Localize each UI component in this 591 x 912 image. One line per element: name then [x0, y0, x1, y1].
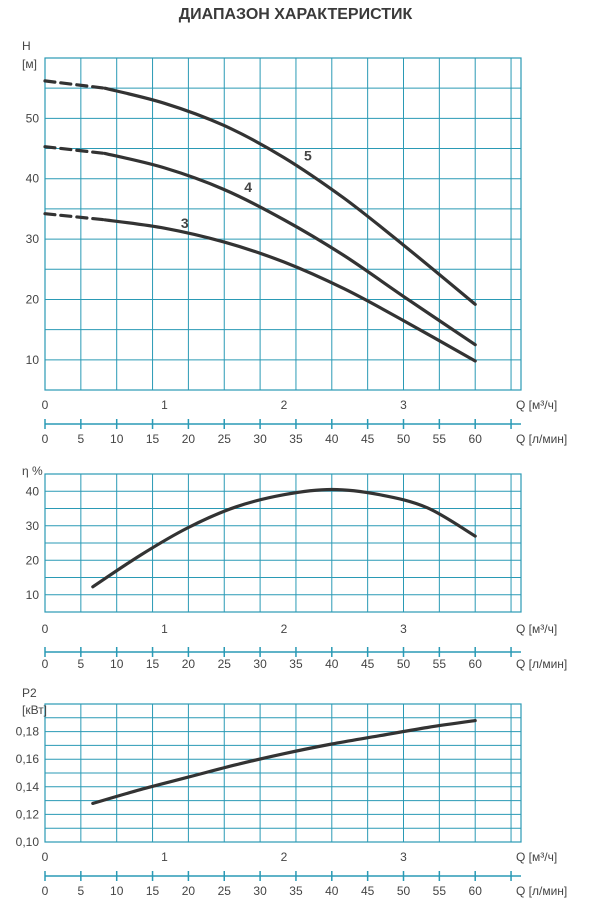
- x-tick-label-m3h: 3: [400, 622, 407, 636]
- curve-head-4: [103, 151, 477, 347]
- x-tick-label-lmin: 10: [110, 432, 124, 446]
- y-tick-label: 0,18: [16, 725, 40, 739]
- x-tick-label-lmin: 5: [78, 884, 85, 898]
- y-tick-label: 0,10: [16, 835, 40, 849]
- curve-label-4: 4: [244, 179, 252, 195]
- x-tick-label-lmin: 60: [469, 657, 483, 671]
- x-axis-label-m3h: Q [м³/ч]: [516, 398, 557, 412]
- x-tick-label-lmin: 0: [42, 432, 49, 446]
- x-tick-label-m3h: 2: [281, 398, 288, 412]
- x-tick-label-lmin: 50: [397, 432, 411, 446]
- x-tick-label-lmin: 45: [361, 432, 375, 446]
- y-tick-label: 10: [26, 353, 40, 367]
- x-tick-label-lmin: 0: [42, 884, 49, 898]
- x-tick-label-lmin: 55: [433, 884, 447, 898]
- x-tick-label-lmin: 15: [146, 884, 160, 898]
- x-tick-label-m3h: 1: [161, 398, 168, 412]
- x-tick-label-lmin: 15: [146, 432, 160, 446]
- y-axis-label: [кВт]: [22, 703, 47, 717]
- y-tick-label: 30: [26, 232, 40, 246]
- y-tick-label: 0,14: [16, 780, 40, 794]
- y-tick-label: 30: [26, 519, 40, 533]
- x-axis-label-lmin: Q [л/мин]: [516, 657, 567, 671]
- x-tick-label-lmin: 60: [469, 884, 483, 898]
- x-tick-label-lmin: 20: [182, 432, 196, 446]
- x-axis-label-lmin: Q [л/мин]: [516, 432, 567, 446]
- x-tick-label-lmin: 15: [146, 657, 160, 671]
- plot-frame: [44, 57, 522, 391]
- x-tick-label-m3h: 3: [400, 398, 407, 412]
- plot-frame: [44, 703, 522, 843]
- y-tick-label: 10: [26, 588, 40, 602]
- x-tick-label-lmin: 5: [78, 657, 85, 671]
- x-tick-label-lmin: 45: [361, 884, 375, 898]
- x-tick-label-lmin: 25: [218, 657, 232, 671]
- curve-head-5-dashed: [43, 79, 107, 90]
- x-tick-label-m3h: 0: [42, 622, 49, 636]
- curve-head-5: [103, 86, 477, 306]
- y-tick-label: 0,16: [16, 752, 40, 766]
- x-tick-label-lmin: 50: [397, 884, 411, 898]
- y-axis-label: P2: [22, 686, 37, 700]
- x-tick-label-lmin: 25: [218, 884, 232, 898]
- y-axis-label: [м]: [22, 57, 37, 71]
- curve-efficiency: [91, 487, 477, 589]
- x-tick-label-lmin: 45: [361, 657, 375, 671]
- x-tick-label-lmin: 10: [110, 884, 124, 898]
- plot-frame: [44, 473, 522, 613]
- x-tick-label-lmin: 40: [325, 432, 339, 446]
- curve-head-4-dashed: [43, 145, 107, 155]
- y-tick-label: 40: [26, 484, 40, 498]
- x-tick-label-m3h: 0: [42, 398, 49, 412]
- y-axis-label: H: [22, 39, 31, 53]
- x-tick-label-m3h: 2: [281, 622, 288, 636]
- x-tick-label-lmin: 35: [289, 884, 303, 898]
- x-tick-label-lmin: 10: [110, 657, 124, 671]
- x-tick-label-m3h: 3: [400, 850, 407, 864]
- x-tick-label-lmin: 35: [289, 432, 303, 446]
- x-tick-label-lmin: 30: [253, 884, 267, 898]
- x-tick-label-lmin: 40: [325, 657, 339, 671]
- x-tick-label-lmin: 0: [42, 657, 49, 671]
- x-tick-label-lmin: 40: [325, 884, 339, 898]
- x-tick-label-lmin: 20: [182, 657, 196, 671]
- x-tick-label-lmin: 35: [289, 657, 303, 671]
- curve-head-3-dashed: [43, 212, 107, 222]
- y-tick-label: 40: [26, 172, 40, 186]
- x-axis-label-m3h: Q [м³/ч]: [516, 850, 557, 864]
- page-title: ДИАПАЗОН ХАРАКТЕРИСТИК: [178, 6, 413, 23]
- x-tick-label-lmin: 30: [253, 657, 267, 671]
- x-tick-label-lmin: 20: [182, 884, 196, 898]
- x-tick-label-m3h: 1: [161, 622, 168, 636]
- y-tick-label: 20: [26, 292, 40, 306]
- y-tick-label: 20: [26, 553, 40, 567]
- curve-power: [91, 719, 477, 805]
- x-tick-label-m3h: 1: [161, 850, 168, 864]
- y-tick-label: 0,12: [16, 807, 40, 821]
- y-axis-label: η %: [22, 464, 43, 478]
- y-tick-label: 50: [26, 111, 40, 125]
- curve-head-3: [103, 218, 477, 363]
- x-tick-label-lmin: 60: [469, 432, 483, 446]
- x-tick-label-lmin: 55: [433, 432, 447, 446]
- x-tick-label-lmin: 25: [218, 432, 232, 446]
- curve-label-5: 5: [304, 148, 312, 164]
- x-axis-label-m3h: Q [м³/ч]: [516, 622, 557, 636]
- x-tick-label-m3h: 2: [281, 850, 288, 864]
- x-axis-label-lmin: Q [л/мин]: [516, 884, 567, 898]
- x-tick-label-lmin: 55: [433, 657, 447, 671]
- x-tick-label-m3h: 0: [42, 850, 49, 864]
- x-tick-label-lmin: 50: [397, 657, 411, 671]
- curve-label-3: 3: [181, 215, 189, 231]
- x-tick-label-lmin: 30: [253, 432, 267, 446]
- x-tick-label-lmin: 5: [78, 432, 85, 446]
